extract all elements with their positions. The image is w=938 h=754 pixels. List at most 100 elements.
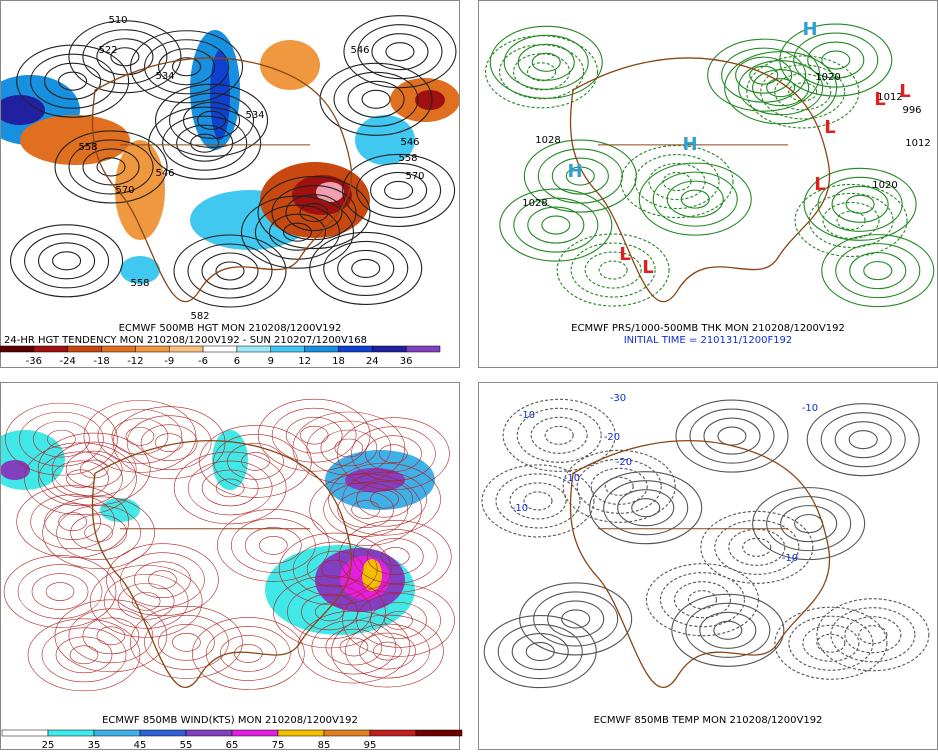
- contour: [703, 417, 761, 455]
- contour: [483, 615, 597, 689]
- contour: [82, 617, 140, 655]
- contour: [97, 409, 183, 464]
- contour: [848, 430, 878, 450]
- contour: [172, 57, 202, 77]
- contour: [125, 427, 155, 446]
- contour: [863, 261, 893, 281]
- contour: [299, 425, 329, 445]
- contour: [603, 480, 689, 536]
- colorbar-swatch: [1, 729, 49, 737]
- colorbar-swatch: [33, 345, 68, 353]
- contour: [58, 71, 88, 91]
- contour: [172, 633, 201, 652]
- contour: [173, 234, 287, 308]
- contour: [130, 606, 243, 679]
- contour: [325, 628, 383, 666]
- colorbar-label: 18: [332, 356, 345, 367]
- contour: [240, 195, 354, 269]
- contour: [752, 69, 810, 107]
- contour: [357, 24, 443, 80]
- contour: [523, 139, 637, 213]
- contour-label: 1012: [905, 138, 930, 149]
- contour: [498, 44, 585, 100]
- contour: [337, 249, 395, 287]
- contour: [158, 48, 216, 86]
- colorbar-label: 25: [42, 740, 55, 750]
- colorbar-swatch: [415, 729, 463, 737]
- contour: [766, 496, 852, 552]
- coastline: [569, 57, 831, 303]
- contour: [257, 175, 371, 250]
- contour: [512, 53, 571, 91]
- colorbar-swatch: [231, 729, 279, 737]
- colorbar-label: 75: [272, 740, 285, 750]
- contour: [158, 624, 215, 661]
- contour: [16, 44, 130, 118]
- contour: [352, 529, 438, 584]
- contour-label: 1020: [815, 72, 840, 83]
- colorbar-label: 65: [226, 740, 239, 750]
- contour: [103, 574, 189, 629]
- contour: [835, 243, 921, 299]
- contour: [182, 101, 241, 139]
- contour: [187, 460, 273, 516]
- contour: [5, 402, 118, 476]
- contour: [803, 167, 917, 241]
- contour: [343, 15, 457, 89]
- contour-label: 558: [130, 278, 149, 289]
- contour-label: 558: [78, 142, 97, 153]
- colorbar-label: -24: [60, 356, 76, 367]
- contour-label: 570: [405, 171, 424, 182]
- colorbar-label: 45: [134, 740, 147, 750]
- contour: [17, 564, 103, 619]
- contour: [356, 593, 441, 648]
- contour: [96, 626, 126, 646]
- contour: [631, 498, 661, 518]
- contour: [687, 590, 717, 610]
- colorbar-swatch: [0, 345, 35, 353]
- contour: [215, 478, 245, 498]
- contour: [201, 469, 259, 507]
- contour: [52, 460, 109, 498]
- contour: [530, 416, 588, 454]
- contour: [173, 451, 287, 525]
- contour: [16, 485, 129, 559]
- colorbar-label: 9: [268, 356, 274, 367]
- coastline: [91, 57, 353, 303]
- contour: [481, 464, 595, 538]
- contour: [675, 399, 789, 473]
- contour: [380, 547, 410, 566]
- contour: [338, 520, 452, 593]
- contour: [604, 476, 634, 496]
- contour: [645, 563, 759, 637]
- contour-label: 510: [108, 15, 127, 26]
- contour: [385, 42, 415, 62]
- contour: [241, 452, 270, 471]
- contour: [766, 78, 796, 98]
- contour: [69, 645, 99, 665]
- contour: [45, 582, 75, 601]
- contour: [746, 55, 860, 129]
- contour: [531, 52, 561, 72]
- panel-contours: [481, 398, 930, 689]
- contour-label: 546: [350, 45, 369, 56]
- contour-label: 546: [400, 137, 419, 148]
- contour: [700, 510, 814, 584]
- colorbar-label: 85: [318, 740, 331, 750]
- contour: [320, 429, 378, 467]
- contour: [30, 53, 116, 109]
- contour: [544, 425, 574, 445]
- contour: [55, 636, 113, 674]
- contour: [52, 251, 82, 271]
- colorbar-swatch: [202, 345, 238, 353]
- contour-label: 996: [902, 105, 921, 116]
- contour: [659, 572, 745, 628]
- panel-contours: [3, 398, 455, 692]
- contour: [19, 411, 104, 467]
- contour: [254, 204, 340, 260]
- contour: [788, 82, 818, 102]
- contour: [793, 32, 879, 88]
- contour: [523, 491, 553, 511]
- contour: [154, 83, 269, 157]
